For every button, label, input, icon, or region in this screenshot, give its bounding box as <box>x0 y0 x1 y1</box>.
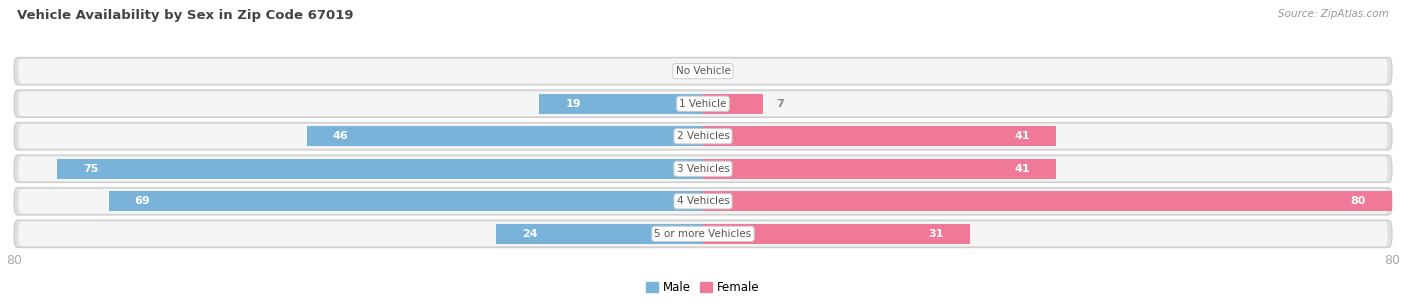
FancyBboxPatch shape <box>14 220 1392 247</box>
Text: 31: 31 <box>929 229 945 239</box>
Text: 7: 7 <box>776 99 785 109</box>
FancyBboxPatch shape <box>14 90 1392 117</box>
Text: Source: ZipAtlas.com: Source: ZipAtlas.com <box>1278 9 1389 19</box>
Text: 41: 41 <box>1015 164 1031 174</box>
FancyBboxPatch shape <box>18 91 1388 116</box>
FancyBboxPatch shape <box>18 221 1388 246</box>
Bar <box>703 94 763 114</box>
Bar <box>108 191 703 211</box>
Text: Vehicle Availability by Sex in Zip Code 67019: Vehicle Availability by Sex in Zip Code … <box>17 9 353 22</box>
Text: 4 Vehicles: 4 Vehicles <box>676 196 730 206</box>
Bar <box>58 159 703 179</box>
Bar <box>540 94 703 114</box>
FancyBboxPatch shape <box>14 155 1392 182</box>
Text: 1 Vehicle: 1 Vehicle <box>679 99 727 109</box>
Text: 5 or more Vehicles: 5 or more Vehicles <box>654 229 752 239</box>
FancyBboxPatch shape <box>18 59 1388 84</box>
Text: 2 Vehicles: 2 Vehicles <box>676 131 730 141</box>
FancyBboxPatch shape <box>14 123 1392 150</box>
Text: No Vehicle: No Vehicle <box>675 66 731 76</box>
Text: 19: 19 <box>565 99 581 109</box>
Text: 75: 75 <box>83 164 98 174</box>
Bar <box>703 126 1056 146</box>
Bar <box>496 224 703 244</box>
Text: 41: 41 <box>1015 131 1031 141</box>
FancyBboxPatch shape <box>18 189 1388 214</box>
Bar <box>703 224 970 244</box>
FancyBboxPatch shape <box>14 58 1392 85</box>
Text: 0: 0 <box>678 66 686 76</box>
FancyBboxPatch shape <box>14 188 1392 215</box>
Bar <box>703 191 1392 211</box>
Text: 46: 46 <box>333 131 349 141</box>
Bar <box>307 126 703 146</box>
Text: 24: 24 <box>522 229 537 239</box>
Bar <box>703 159 1056 179</box>
Text: 0: 0 <box>720 66 728 76</box>
Text: 3 Vehicles: 3 Vehicles <box>676 164 730 174</box>
FancyBboxPatch shape <box>18 124 1388 149</box>
Legend: Male, Female: Male, Female <box>641 276 765 299</box>
Text: 69: 69 <box>135 196 150 206</box>
FancyBboxPatch shape <box>18 156 1388 181</box>
Text: 80: 80 <box>1351 196 1367 206</box>
